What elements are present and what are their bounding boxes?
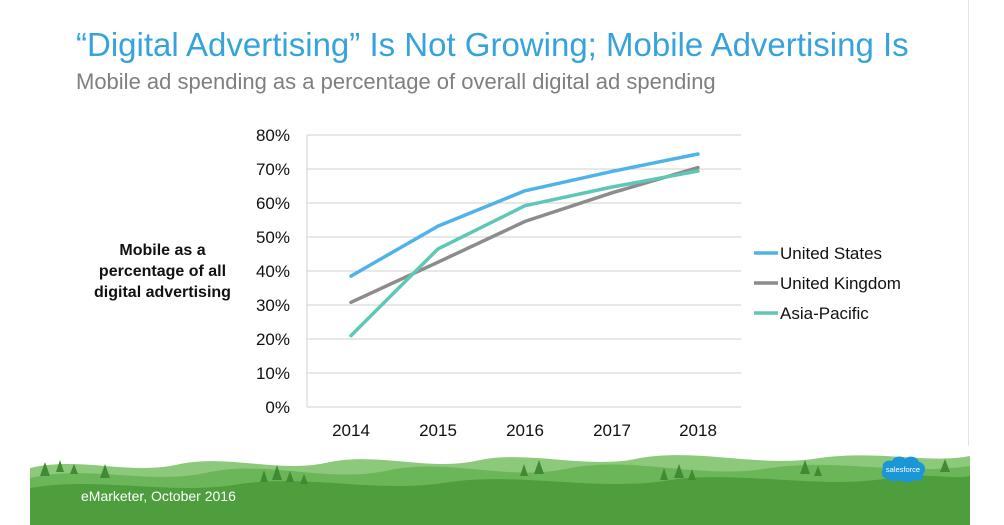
y-axis-title: Mobile as a percentage of all digital ad… xyxy=(80,240,245,303)
x-tick-label: 2016 xyxy=(506,421,544,440)
y-axis-title-line-2: percentage of all xyxy=(98,263,227,280)
chart-legend: United States United Kingdom Asia-Pacific xyxy=(754,244,901,323)
x-tick-label: 2017 xyxy=(593,421,631,440)
y-tick-label: 0% xyxy=(265,398,290,417)
x-tick-label: 2014 xyxy=(332,421,370,440)
y-tick-label: 50% xyxy=(256,228,290,247)
series-line-united-states xyxy=(349,152,700,278)
front-hills xyxy=(30,475,970,525)
series-line-asia-pacific xyxy=(349,169,700,338)
legend-label: United Kingdom xyxy=(780,274,901,293)
y-axis-title-line-3: digital advertising xyxy=(94,284,231,301)
mountain-footer-graphic xyxy=(30,455,970,525)
y-tick-label: 30% xyxy=(256,296,290,315)
source-citation: eMarketer, October 2016 xyxy=(81,488,236,504)
y-tick-label: 10% xyxy=(256,364,290,383)
x-tick-label: 2015 xyxy=(419,421,457,440)
slide-edge-rule xyxy=(968,0,969,446)
line-chart: 0%10%20%30%40%50%60%70%80% 2014 2015 2016 2… xyxy=(256,126,901,440)
legend-label: United States xyxy=(780,244,882,263)
chart-series xyxy=(349,152,700,338)
salesforce-cloud-logo: salesforce xyxy=(881,456,926,483)
chart-grid xyxy=(306,134,741,408)
x-tick-label: 2018 xyxy=(679,421,717,440)
legend-label: Asia-Pacific xyxy=(780,304,869,323)
y-tick-label: 40% xyxy=(256,262,290,281)
y-tick-labels: 0% 10% 20% 30% 40% 50% 60% 70% 80% xyxy=(256,126,290,417)
slide-title: “Digital Advertising” Is Not Growing; Mo… xyxy=(76,26,909,63)
y-tick-label: 60% xyxy=(256,194,290,213)
slide-subtitle: Mobile ad spending as a percentage of ov… xyxy=(76,69,716,94)
y-axis-title-line-1: Mobile as a xyxy=(119,242,206,259)
y-tick-label: 20% xyxy=(256,330,290,349)
y-tick-label: 70% xyxy=(256,160,290,179)
logo-cloud-shape xyxy=(881,456,926,483)
logo-text: salesforce xyxy=(886,465,920,474)
x-tick-labels: 2014 2015 2016 2017 2018 xyxy=(332,421,717,440)
y-tick-label: 80% xyxy=(256,126,290,145)
